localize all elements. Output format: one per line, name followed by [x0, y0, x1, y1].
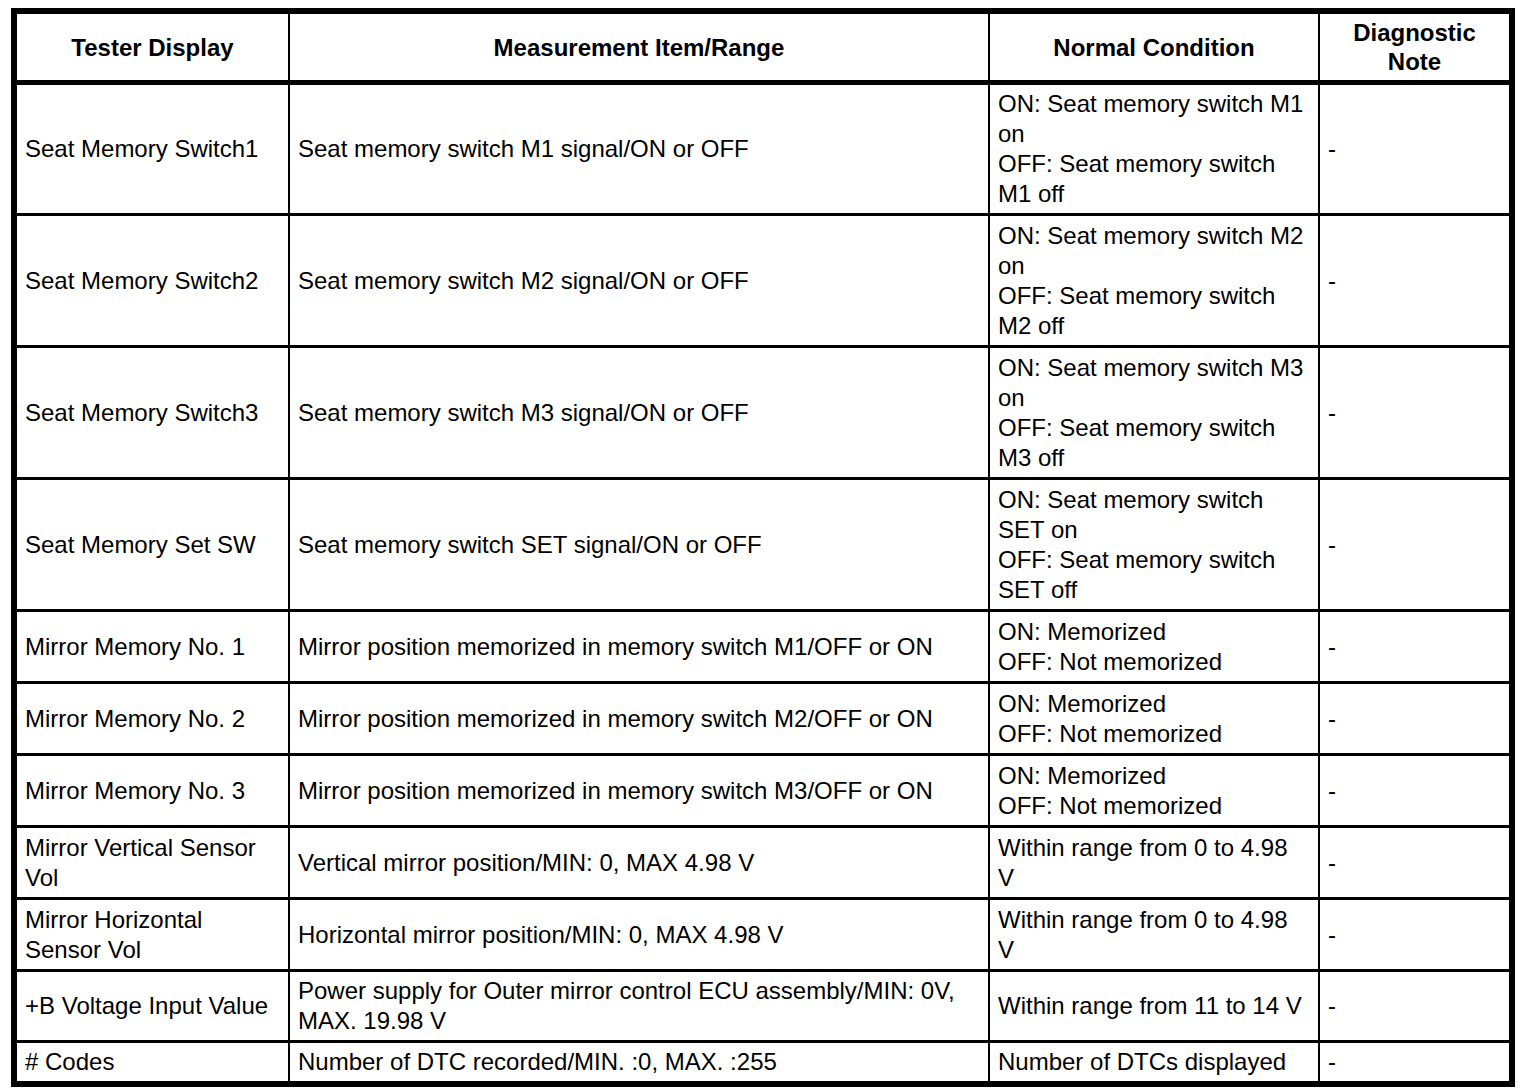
table-row: Mirror Vertical Sensor Vol Vertical mirr…	[14, 827, 1512, 899]
cell-diagnostic-note: -	[1319, 971, 1512, 1042]
cell-measurement: Seat memory switch M3 signal/ON or OFF	[289, 347, 989, 479]
cell-normal-condition: ON: Memorized OFF: Not memorized	[989, 611, 1319, 683]
cell-measurement: Vertical mirror position/MIN: 0, MAX 4.9…	[289, 827, 989, 899]
cell-tester-display: Seat Memory Set SW	[14, 479, 289, 611]
cell-normal-condition: ON: Seat memory switch M1 on OFF: Seat m…	[989, 83, 1319, 215]
cell-normal-condition: ON: Seat memory switch M2 on OFF: Seat m…	[989, 215, 1319, 347]
cell-tester-display: +B Voltage Input Value	[14, 971, 289, 1042]
table-row: Seat Memory Switch3 Seat memory switch M…	[14, 347, 1512, 479]
column-header-diagnostic-note: Diagnostic Note	[1319, 11, 1512, 83]
cell-diagnostic-note: -	[1319, 479, 1512, 611]
cell-normal-condition: Within range from 0 to 4.98 V	[989, 899, 1319, 971]
cell-tester-display: # Codes	[14, 1042, 289, 1085]
cell-normal-condition: Within range from 11 to 14 V	[989, 971, 1319, 1042]
cell-tester-display: Seat Memory Switch2	[14, 215, 289, 347]
diagnostic-data-table: Tester Display Measurement Item/Range No…	[11, 8, 1515, 1087]
cell-measurement: Mirror position memorized in memory swit…	[289, 755, 989, 827]
cell-diagnostic-note: -	[1319, 827, 1512, 899]
cell-measurement: Power supply for Outer mirror control EC…	[289, 971, 989, 1042]
table-row: Mirror Memory No. 1 Mirror position memo…	[14, 611, 1512, 683]
cell-normal-condition: ON: Memorized OFF: Not memorized	[989, 755, 1319, 827]
cell-tester-display: Mirror Memory No. 1	[14, 611, 289, 683]
cell-normal-condition: ON: Seat memory switch SET on OFF: Seat …	[989, 479, 1319, 611]
cell-measurement: Horizontal mirror position/MIN: 0, MAX 4…	[289, 899, 989, 971]
manual-page: Tester Display Measurement Item/Range No…	[0, 0, 1520, 1092]
cell-measurement: Mirror position memorized in memory swit…	[289, 611, 989, 683]
cell-measurement: Mirror position memorized in memory swit…	[289, 683, 989, 755]
cell-tester-display: Seat Memory Switch3	[14, 347, 289, 479]
table-header-row: Tester Display Measurement Item/Range No…	[14, 11, 1512, 83]
table-row: Seat Memory Switch2 Seat memory switch M…	[14, 215, 1512, 347]
cell-measurement: Seat memory switch M1 signal/ON or OFF	[289, 83, 989, 215]
cell-measurement: Seat memory switch M2 signal/ON or OFF	[289, 215, 989, 347]
cell-normal-condition: ON: Memorized OFF: Not memorized	[989, 683, 1319, 755]
table-row: Seat Memory Switch1 Seat memory switch M…	[14, 83, 1512, 215]
cell-diagnostic-note: -	[1319, 347, 1512, 479]
cell-diagnostic-note: -	[1319, 899, 1512, 971]
cell-normal-condition: Within range from 0 to 4.98 V	[989, 827, 1319, 899]
cell-diagnostic-note: -	[1319, 683, 1512, 755]
table-row: # Codes Number of DTC recorded/MIN. :0, …	[14, 1042, 1512, 1085]
table-row: Mirror Memory No. 2 Mirror position memo…	[14, 683, 1512, 755]
cell-tester-display: Seat Memory Switch1	[14, 83, 289, 215]
column-header-normal-condition: Normal Condition	[989, 11, 1319, 83]
table-row: Mirror Memory No. 3 Mirror position memo…	[14, 755, 1512, 827]
table-row: +B Voltage Input Value Power supply for …	[14, 971, 1512, 1042]
cell-measurement: Number of DTC recorded/MIN. :0, MAX. :25…	[289, 1042, 989, 1085]
cell-diagnostic-note: -	[1319, 755, 1512, 827]
cell-normal-condition: Number of DTCs displayed	[989, 1042, 1319, 1085]
column-header-tester-display: Tester Display	[14, 11, 289, 83]
cell-tester-display: Mirror Memory No. 3	[14, 755, 289, 827]
cell-measurement: Seat memory switch SET signal/ON or OFF	[289, 479, 989, 611]
cell-normal-condition: ON: Seat memory switch M3 on OFF: Seat m…	[989, 347, 1319, 479]
table-row: Mirror Horizontal Sensor Vol Horizontal …	[14, 899, 1512, 971]
table-row: Seat Memory Set SW Seat memory switch SE…	[14, 479, 1512, 611]
column-header-measurement-item-range: Measurement Item/Range	[289, 11, 989, 83]
cell-diagnostic-note: -	[1319, 611, 1512, 683]
cell-tester-display: Mirror Horizontal Sensor Vol	[14, 899, 289, 971]
cell-tester-display: Mirror Vertical Sensor Vol	[14, 827, 289, 899]
cell-tester-display: Mirror Memory No. 2	[14, 683, 289, 755]
cell-diagnostic-note: -	[1319, 83, 1512, 215]
cell-diagnostic-note: -	[1319, 1042, 1512, 1085]
cell-diagnostic-note: -	[1319, 215, 1512, 347]
